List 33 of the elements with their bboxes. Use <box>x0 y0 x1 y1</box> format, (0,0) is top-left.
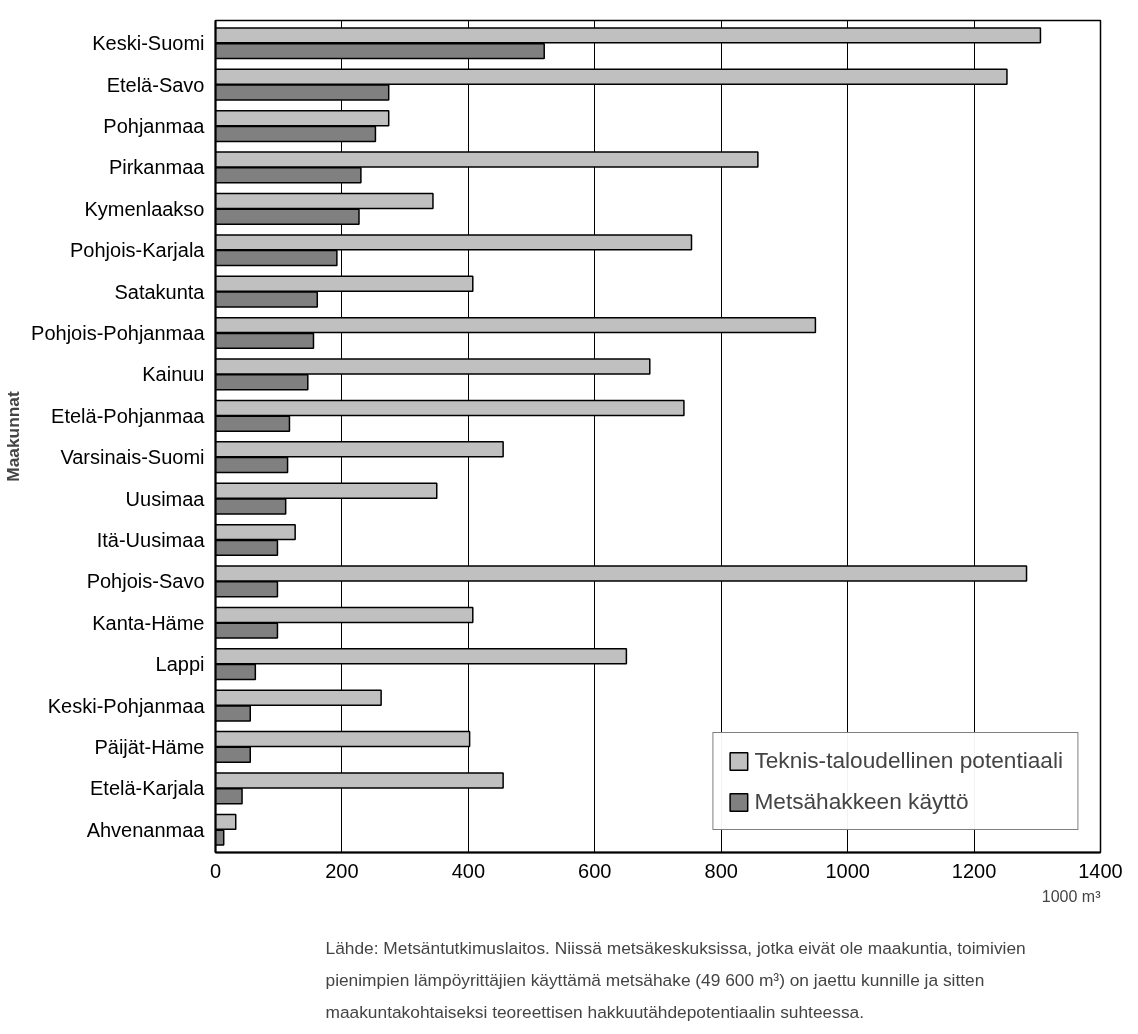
x-tick-label: 600 <box>578 859 612 882</box>
y-tick-label: Päijät-Häme <box>94 735 205 758</box>
text: Lähde: Metsäntutkimuslaitos. Niissä metsäkeskuksissa, jotka eivät ole maakuntia, toimivien pienimpien lämpöyrittäjien käyttämä metsähake (49 600 m³) on jaettu kunnille ja sitten maakuntakohtaiseksi teoreettisen hakkuutähdepotentiaalin suhteessa. <box>325 937 1026 1022</box>
x-axis-title: 1000 m³ <box>1041 887 1102 905</box>
y-tick-label: Etelä-Pohjanmaa <box>51 404 206 427</box>
y-tick-label: Uusimaa <box>125 487 206 510</box>
x-tick-label: 400 <box>451 859 486 882</box>
legend-label: Metsähakkeen käyttö <box>754 788 969 815</box>
y-tick-label: Pirkanmaa <box>108 156 206 179</box>
x-tick-label: 0 <box>209 859 222 882</box>
x-tick-label: 800 <box>704 859 738 882</box>
y-tick-label: Kymenlaakso <box>84 197 205 220</box>
y-tick-label: Pohjois-Karjala <box>69 239 206 262</box>
y-tick-label: Keski-Suomi <box>92 32 205 55</box>
x-tick-label: 1400 <box>1078 859 1123 882</box>
y-tick-label: Pohjanmaa <box>103 115 206 138</box>
y-tick-label: Lappi <box>155 653 205 676</box>
y-tick-label: Pohjois-Pohjanmaa <box>31 322 206 345</box>
y-tick-label: Varsinais-Suomi <box>60 446 205 469</box>
x-tick-label: 1200 <box>951 859 997 882</box>
legend-label: Teknis-taloudellinen potentiaali <box>754 747 1063 774</box>
y-tick-label: Kainuu <box>142 363 205 386</box>
x-tick-label: 200 <box>325 859 359 882</box>
y-tick-label: Etelä-Karjala <box>90 777 206 800</box>
y-tick-label: Pohjois-Savo <box>86 570 205 593</box>
y-tick-label: Ahvenanmaa <box>86 818 206 841</box>
y-axis-title: Maakunnat <box>3 391 24 482</box>
y-tick-label: Kanta-Häme <box>92 611 205 634</box>
y-tick-label: Itä-Uusimaa <box>96 528 206 551</box>
y-tick-label: Satakunta <box>114 280 206 303</box>
x-tick-label: 1000 <box>825 859 870 882</box>
y-tick-label: Etelä-Savo <box>106 73 205 96</box>
y-tick-label: Keski-Pohjanmaa <box>47 694 206 717</box>
